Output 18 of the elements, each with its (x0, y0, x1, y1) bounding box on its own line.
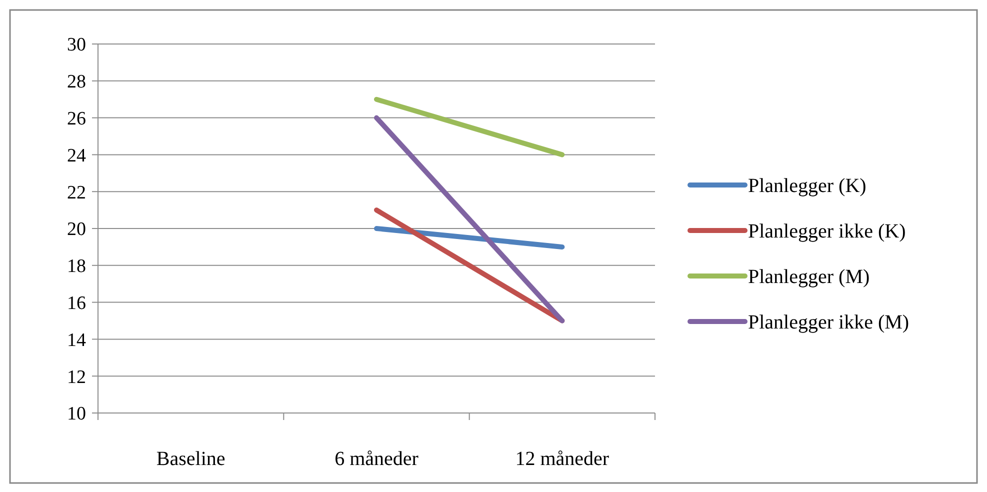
y-tick-label: 20 (67, 219, 86, 240)
y-tick-label: 24 (67, 145, 86, 166)
y-tick-label: 28 (67, 72, 86, 93)
y-tick-label: 22 (67, 182, 86, 204)
y-tick-label: 14 (67, 330, 86, 351)
x-tick-label: 6 måneder (334, 448, 419, 470)
legend-label: Planlegger ikke (K) (748, 220, 906, 242)
x-tick-label: 12 måneder (515, 448, 610, 470)
y-tick-label: 18 (67, 256, 86, 278)
legend-label: Planlegger (M) (748, 266, 870, 288)
y-tick-label: 30 (67, 34, 86, 56)
x-tick-label: Baseline (156, 448, 226, 470)
y-tick-label: 10 (67, 404, 86, 425)
legend-label: Planlegger (K) (748, 175, 866, 197)
legend-label: Planlegger ikke (M) (748, 312, 910, 334)
y-tick-label: 16 (67, 292, 86, 314)
y-tick-label: 26 (67, 108, 86, 130)
y-tick-label: 12 (67, 366, 86, 388)
